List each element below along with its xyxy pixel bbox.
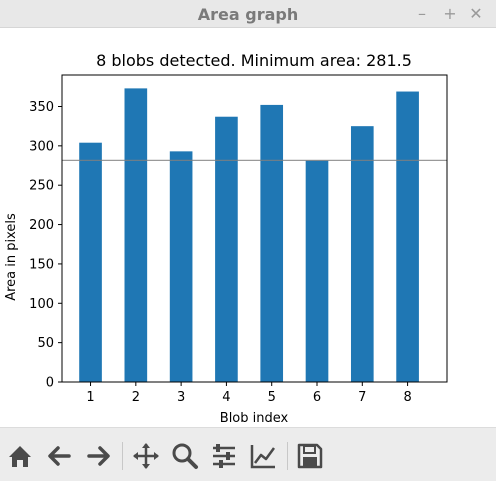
y-tick-label: 200 — [29, 218, 54, 233]
y-tick-label: 250 — [29, 179, 54, 194]
bar-3 — [169, 151, 193, 382]
x-tick-label: 6 — [313, 390, 321, 405]
back-icon[interactable] — [45, 441, 75, 471]
pan-icon[interactable] — [131, 441, 161, 471]
y-tick-label: 150 — [29, 257, 54, 272]
figure-canvas[interactable]: 8 blobs detected. Minimum area: 281.5 1 2… — [0, 28, 496, 427]
home-icon[interactable] — [5, 441, 35, 471]
x-tick-label: 1 — [86, 390, 94, 405]
toolbar-separator — [122, 442, 123, 470]
forward-icon[interactable] — [83, 441, 113, 471]
x-tick-label: 7 — [358, 390, 366, 405]
bar-6 — [305, 160, 329, 382]
x-ticks: 1 2 3 4 5 6 7 8 — [86, 382, 412, 405]
y-axis-label: Area in pixels — [4, 213, 19, 301]
bar-4 — [215, 116, 238, 382]
bar-2 — [124, 88, 148, 382]
configure-subplots-icon[interactable] — [209, 441, 239, 471]
zoom-icon[interactable] — [170, 441, 200, 471]
navigation-toolbar — [0, 427, 496, 481]
y-tick-label: 350 — [29, 100, 54, 115]
x-tick-label: 8 — [403, 390, 411, 405]
x-tick-label: 2 — [132, 390, 140, 405]
y-ticks: 0 50 100 150 200 250 300 350 — [29, 100, 62, 391]
axes-frame — [61, 74, 448, 383]
x-tick-label: 5 — [268, 390, 276, 405]
chart-title: 8 blobs detected. Minimum area: 281.5 — [96, 51, 412, 70]
bar-7 — [350, 126, 374, 383]
bars-group — [79, 88, 419, 383]
x-tick-label: 3 — [177, 390, 185, 405]
x-tick-label: 4 — [222, 390, 230, 405]
save-icon[interactable] — [295, 441, 325, 471]
bar-chart: 8 blobs detected. Minimum area: 281.5 1 2… — [4, 51, 448, 426]
minimize-icon[interactable]: – — [418, 4, 426, 23]
y-tick-label: 0 — [46, 376, 54, 391]
y-tick-label: 300 — [29, 139, 54, 154]
window-title: Area graph — [197, 5, 299, 24]
x-axis-label: Blob index — [220, 411, 289, 426]
close-icon[interactable]: ✕ — [469, 4, 483, 23]
bar-5 — [260, 104, 284, 383]
title-bar: Area graph – + ✕ — [0, 0, 496, 28]
maximize-icon[interactable]: + — [443, 4, 457, 23]
edit-axes-icon[interactable] — [248, 441, 278, 471]
y-tick-label: 50 — [37, 336, 54, 351]
bar-1 — [79, 142, 102, 382]
bar-8 — [396, 91, 419, 383]
y-tick-label: 100 — [29, 297, 54, 312]
toolbar-separator — [287, 442, 288, 470]
